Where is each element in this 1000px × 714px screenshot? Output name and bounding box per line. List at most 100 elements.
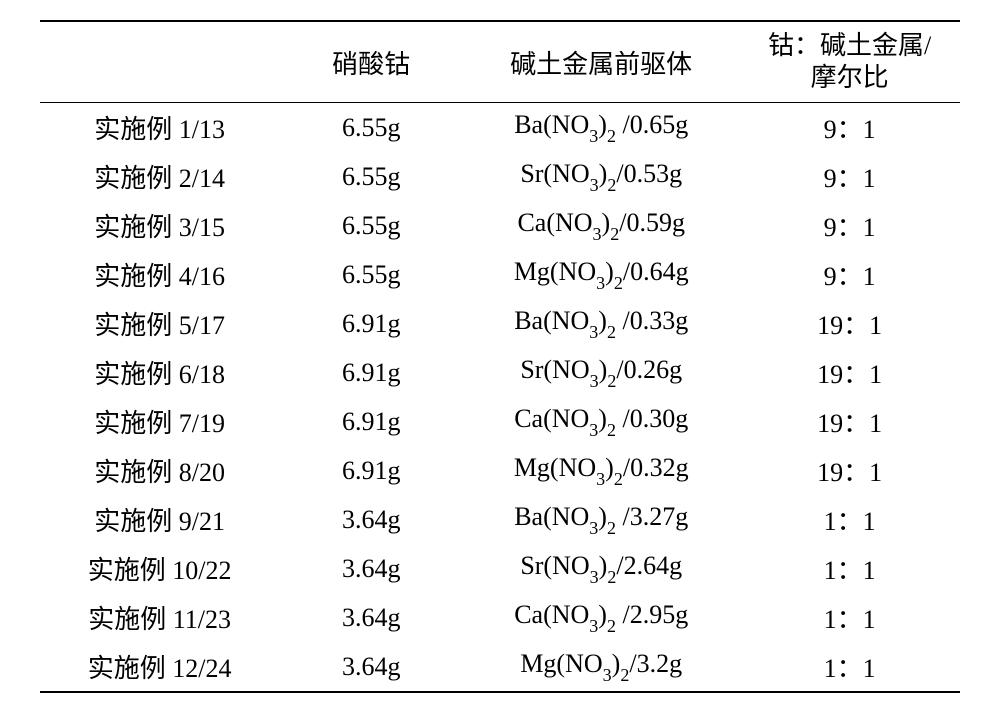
- cell-example: 实施例 8/20: [40, 446, 279, 495]
- cell-example: 实施例 4/16: [40, 250, 279, 299]
- precursor-close: ): [602, 208, 611, 237]
- precursor-sub1: 3: [589, 616, 598, 636]
- precursor-mass: 0.59g: [626, 208, 685, 237]
- precursor-sub2: 2: [607, 616, 616, 636]
- precursor-salt: Sr(NO: [520, 355, 589, 384]
- precursor-sep: /: [616, 355, 623, 384]
- table-row: 实施例 8/206.91gMg(NO3)2/0.32g19：1: [40, 446, 960, 495]
- precursor-salt: Sr(NO: [520, 551, 589, 580]
- cell-example: 实施例 1/13: [40, 103, 279, 153]
- precursor-sep: /: [616, 502, 630, 531]
- table-header-row: 硝酸钴 碱土金属前驱体 钴：碱土金属/ 摩尔比: [40, 21, 960, 103]
- cell-cobalt: 6.55g: [279, 152, 463, 201]
- table-row: 实施例 4/166.55gMg(NO3)2/0.64g9：1: [40, 250, 960, 299]
- cell-ratio: 1：1: [739, 593, 960, 642]
- table-row: 实施例 11/233.64gCa(NO3)2 /2.95g1：1: [40, 593, 960, 642]
- cell-example: 实施例 6/18: [40, 348, 279, 397]
- cell-ratio: 9：1: [739, 201, 960, 250]
- cell-precursor: Ba(NO3)2 /0.65g: [463, 103, 739, 153]
- cell-cobalt: 6.55g: [279, 103, 463, 153]
- cell-precursor: Mg(NO3)2/3.2g: [463, 642, 739, 692]
- precursor-sep: /: [616, 551, 623, 580]
- page-container: 硝酸钴 碱土金属前驱体 钴：碱土金属/ 摩尔比 实施例 1/136.55gBa(…: [0, 0, 1000, 714]
- precursor-sep: /: [616, 110, 630, 139]
- precursor-close: ): [598, 110, 607, 139]
- precursor-salt: Ca(NO: [517, 208, 592, 237]
- cell-ratio: 19：1: [739, 348, 960, 397]
- precursor-close: ): [598, 600, 607, 629]
- ratio-header-line1: 钴：碱土金属/: [739, 30, 960, 63]
- precursor-mass: 0.30g: [630, 404, 689, 433]
- cell-example: 实施例 12/24: [40, 642, 279, 692]
- precursor-sub2: 2: [607, 420, 616, 440]
- precursor-close: ): [605, 453, 614, 482]
- precursor-sub2: 2: [607, 567, 616, 587]
- cell-ratio: 1：1: [739, 642, 960, 692]
- cell-ratio: 9：1: [739, 250, 960, 299]
- cell-cobalt: 3.64g: [279, 495, 463, 544]
- table-body: 实施例 1/136.55gBa(NO3)2 /0.65g9：1实施例 2/146…: [40, 103, 960, 693]
- cell-example: 实施例 11/23: [40, 593, 279, 642]
- precursor-sub2: 2: [614, 469, 623, 489]
- col-header-example: [40, 21, 279, 103]
- cell-precursor: Ca(NO3)2 /0.30g: [463, 397, 739, 446]
- precursor-mass: 0.32g: [630, 453, 689, 482]
- precursor-salt: Ba(NO: [514, 110, 589, 139]
- table-row: 实施例 7/196.91gCa(NO3)2 /0.30g19：1: [40, 397, 960, 446]
- precursor-mass: 2.95g: [630, 600, 689, 629]
- cell-ratio: 1：1: [739, 544, 960, 593]
- precursor-salt: Mg(NO: [514, 453, 596, 482]
- precursor-sub2: 2: [610, 224, 619, 244]
- cell-cobalt: 6.91g: [279, 299, 463, 348]
- table-row: 实施例 12/243.64gMg(NO3)2/3.2g1：1: [40, 642, 960, 692]
- cell-example: 实施例 7/19: [40, 397, 279, 446]
- precursor-mass: 3.27g: [630, 502, 689, 531]
- cell-ratio: 9：1: [739, 103, 960, 153]
- precursor-sub1: 3: [589, 420, 598, 440]
- cell-cobalt: 3.64g: [279, 642, 463, 692]
- col-header-precursor: 碱土金属前驱体: [463, 21, 739, 103]
- precursor-salt: Ca(NO: [514, 600, 589, 629]
- precursor-salt: Ba(NO: [514, 306, 589, 335]
- col-header-cobalt: 硝酸钴: [279, 21, 463, 103]
- precursor-mass: 3.2g: [637, 649, 683, 678]
- precursor-mass: 0.33g: [630, 306, 689, 335]
- precursor-sub2: 2: [620, 665, 629, 685]
- precursor-sub2: 2: [607, 175, 616, 195]
- data-table: 硝酸钴 碱土金属前驱体 钴：碱土金属/ 摩尔比 实施例 1/136.55gBa(…: [40, 20, 960, 693]
- table-row: 实施例 9/213.64gBa(NO3)2 /3.27g1：1: [40, 495, 960, 544]
- table-row: 实施例 3/156.55gCa(NO3)2/0.59g9：1: [40, 201, 960, 250]
- cell-precursor: Sr(NO3)2/2.64g: [463, 544, 739, 593]
- precursor-sep: /: [623, 453, 630, 482]
- cell-ratio: 19：1: [739, 299, 960, 348]
- cell-precursor: Mg(NO3)2/0.32g: [463, 446, 739, 495]
- precursor-salt: Mg(NO: [520, 649, 602, 678]
- table-row: 实施例 5/176.91gBa(NO3)2 /0.33g19：1: [40, 299, 960, 348]
- precursor-sub2: 2: [607, 322, 616, 342]
- cell-cobalt: 3.64g: [279, 593, 463, 642]
- precursor-sub1: 3: [596, 273, 605, 293]
- precursor-sep: /: [616, 404, 630, 433]
- precursor-close: ): [598, 502, 607, 531]
- precursor-sub1: 3: [593, 224, 602, 244]
- cell-ratio: 19：1: [739, 446, 960, 495]
- cell-precursor: Sr(NO3)2/0.26g: [463, 348, 739, 397]
- precursor-sub1: 3: [596, 469, 605, 489]
- precursor-salt: Ca(NO: [514, 404, 589, 433]
- precursor-sep: /: [616, 159, 623, 188]
- precursor-mass: 0.64g: [630, 257, 689, 286]
- precursor-salt: Sr(NO: [520, 159, 589, 188]
- table-row: 实施例 1/136.55gBa(NO3)2 /0.65g9：1: [40, 103, 960, 153]
- ratio-header-line2: 摩尔比: [739, 62, 960, 95]
- cell-precursor: Ba(NO3)2 /0.33g: [463, 299, 739, 348]
- cell-cobalt: 3.64g: [279, 544, 463, 593]
- precursor-mass: 2.64g: [624, 551, 683, 580]
- cell-cobalt: 6.91g: [279, 397, 463, 446]
- precursor-sub2: 2: [607, 371, 616, 391]
- precursor-salt: Mg(NO: [514, 257, 596, 286]
- cell-precursor: Ca(NO3)2/0.59g: [463, 201, 739, 250]
- precursor-sub1: 3: [590, 175, 599, 195]
- cell-example: 实施例 3/15: [40, 201, 279, 250]
- precursor-mass: 0.53g: [624, 159, 683, 188]
- precursor-close: ): [605, 257, 614, 286]
